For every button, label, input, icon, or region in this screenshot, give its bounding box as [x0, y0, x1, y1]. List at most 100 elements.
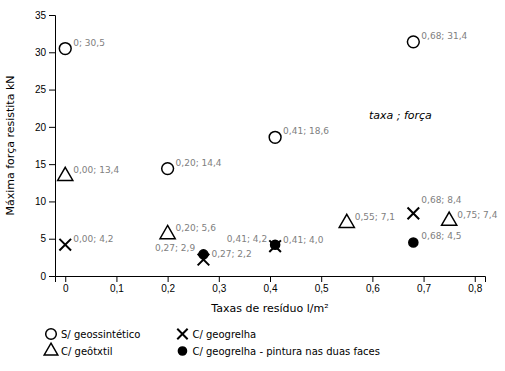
y-tick: 30	[35, 47, 55, 58]
data-label: 0,00; 13,4	[73, 165, 119, 175]
y-tick-mark	[49, 201, 55, 202]
x-tick-label: 0,2	[161, 283, 175, 294]
legend-marker	[178, 347, 186, 355]
legend-label: S/ geossintético	[61, 329, 140, 340]
y-tick-label: 20	[35, 122, 47, 133]
y-tick-label: 0	[40, 271, 46, 282]
point	[408, 208, 420, 220]
series	[59, 36, 419, 175]
y-axis-line	[49, 16, 56, 277]
x-tick-mark	[219, 276, 220, 282]
x-tick-label: 0,3	[212, 283, 226, 294]
y-tick-mark	[49, 276, 55, 277]
data-label: 0,00; 4,2	[73, 234, 113, 244]
x-tick-mark	[270, 276, 271, 282]
y-tick: 25	[35, 84, 55, 95]
x-tick-label: 0,6	[366, 283, 380, 294]
legend: S/ geossintético C/ geôtxtil C/ geogrelha C…	[44, 329, 380, 357]
series	[59, 208, 419, 266]
y-tick-label: 30	[35, 47, 47, 58]
series	[58, 167, 457, 238]
points	[58, 36, 457, 265]
data-label: 0,68; 8,4	[421, 195, 462, 205]
x-tick-mark	[168, 276, 169, 282]
y-tick-mark	[49, 127, 55, 128]
data-label: 0,41; 4,0	[283, 235, 324, 245]
x-tick-label: 0,7	[417, 283, 431, 294]
legend-label: C/ geogrelha	[192, 329, 256, 340]
y-tick-label: 15	[35, 159, 47, 170]
x-tick-mark	[424, 276, 425, 282]
chart: 0 0,1 0,2 0,3 0,4 0,5 0,6 0,7 0,8 0 5 10 15 20 25 30 35 T…	[0, 0, 505, 371]
x-tick-label: 0,8	[468, 283, 482, 294]
x-tick: 0,4	[264, 276, 278, 294]
x-tick: 0,2	[161, 276, 175, 294]
data-label: 0,20; 5,6	[176, 223, 217, 233]
y-tick: 0	[40, 271, 55, 282]
point	[269, 131, 281, 143]
x-tick-label: 0,1	[110, 283, 124, 294]
legend-label: C/ geôtxtil	[61, 346, 112, 357]
point	[407, 36, 419, 48]
y-tick-mark	[49, 15, 55, 16]
annotation: taxa ; força	[369, 109, 432, 122]
point	[409, 238, 418, 247]
x-tick-mark	[475, 276, 476, 282]
x-tick-label: 0,4	[264, 283, 278, 294]
data-label: 0,27; 2,9	[155, 243, 196, 253]
x-axis-title: Taxas de resíduo l/m²	[210, 302, 328, 315]
x-tick-mark	[116, 276, 117, 282]
x-tick: 0,6	[366, 276, 380, 294]
x-tick: 0,7	[417, 276, 431, 294]
legend-marker	[46, 329, 57, 340]
x-tick: 0,8	[468, 276, 482, 294]
x-tick: 0,3	[212, 276, 226, 294]
point	[199, 250, 208, 259]
data-label: 0,55; 7,1	[355, 212, 395, 222]
data-labels: 0; 30,5 0,20; 14,4 0,41; 18,6 0,68; 31,4 0,0…	[73, 31, 497, 259]
legend-label: C/ geogrelha - pintura nas duas faces	[192, 346, 379, 357]
y-tick-label: 25	[35, 84, 47, 95]
point	[59, 43, 71, 55]
legend-marker	[44, 343, 58, 355]
x-tick: 0	[63, 276, 69, 294]
legend-item: S/ geossintético	[46, 329, 141, 340]
data-label: 0,75; 7,4	[457, 210, 498, 220]
point	[339, 214, 354, 227]
x-tick-mark	[321, 276, 322, 282]
y-tick: 10	[35, 196, 55, 207]
point	[271, 240, 280, 249]
y-tick-mark	[49, 52, 55, 53]
data-label: 0,41; 18,6	[283, 126, 329, 136]
point	[269, 240, 281, 252]
y-axis-title: Máxima força resistita kN	[4, 75, 17, 215]
y-tick-mark	[49, 164, 55, 165]
point	[160, 225, 175, 238]
point	[162, 163, 174, 175]
x-tick-mark	[65, 276, 66, 282]
y-tick-label: 35	[35, 10, 47, 21]
data-label: 0,27; 2,2	[211, 249, 251, 259]
y-tick: 5	[40, 233, 55, 244]
y-tick: 15	[35, 159, 55, 170]
y-tick-label: 5	[40, 233, 46, 244]
x-tick: 0,5	[315, 276, 329, 294]
x-tick: 0,1	[110, 276, 124, 294]
y-tick-mark	[49, 90, 55, 91]
point	[442, 212, 457, 225]
legend-item: C/ geôtxtil	[44, 343, 112, 356]
data-label: 0,41; 4,2	[227, 234, 267, 244]
data-label: 0,68; 4,5	[421, 231, 461, 241]
y-tick: 35	[35, 10, 55, 21]
data-label: 0,20; 14,4	[176, 158, 222, 168]
y-tick-mark	[49, 239, 55, 240]
data-label: 0,68; 31,4	[421, 31, 467, 41]
y-tick: 20	[35, 122, 55, 133]
x-tick-label: 0,5	[315, 283, 329, 294]
point	[58, 167, 73, 180]
x-axis: 0 0,1 0,2 0,3 0,4 0,5 0,6 0,7 0,8	[56, 276, 486, 294]
point	[59, 239, 71, 251]
x-tick-label: 0	[63, 283, 69, 294]
legend-item: C/ geogrelha	[177, 329, 256, 340]
data-label: 0; 30,5	[73, 38, 105, 48]
